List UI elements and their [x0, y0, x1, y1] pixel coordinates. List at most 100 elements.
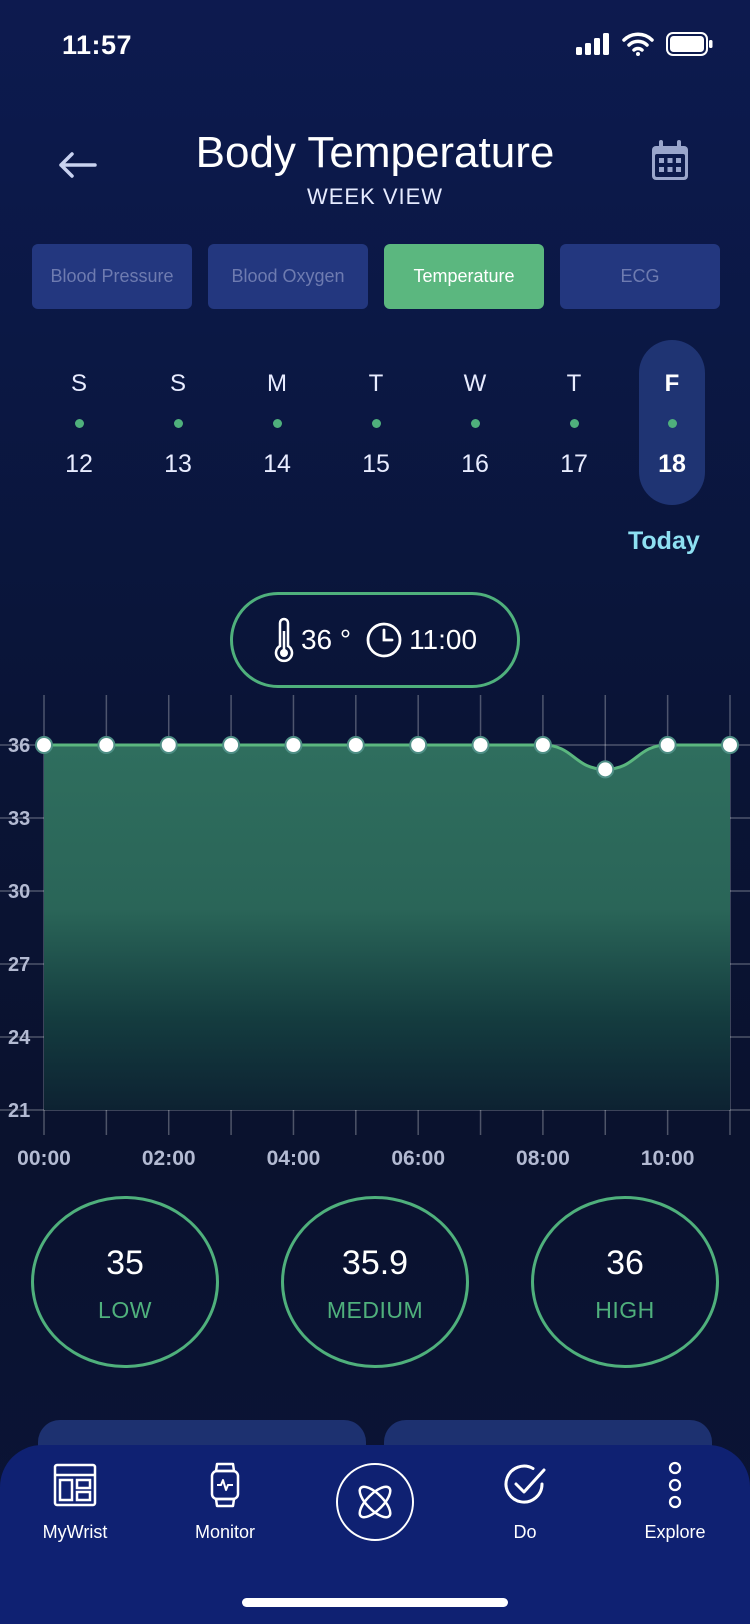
- data-point[interactable]: [533, 736, 552, 754]
- nav-do[interactable]: Do: [470, 1457, 580, 1543]
- data-point[interactable]: [471, 736, 490, 754]
- day-name: T: [566, 370, 582, 397]
- day-item[interactable]: M 14: [244, 340, 310, 505]
- stat-label: MEDIUM: [326, 1297, 424, 1323]
- nav-label: MyWrist: [42, 1522, 108, 1542]
- day-item[interactable]: T 15: [343, 340, 409, 505]
- day-item[interactable]: S 13: [145, 340, 211, 505]
- nav-label: Do: [513, 1522, 537, 1542]
- more-vertical-icon: [668, 1461, 682, 1508]
- x-tick-label: 06:00: [391, 1147, 445, 1165]
- nav-label: Explore: [644, 1522, 706, 1542]
- day-item[interactable]: S 12: [46, 340, 112, 505]
- tab-blood-oxygen[interactable]: Blood Oxygen: [208, 244, 368, 309]
- check-circle-icon: [504, 1464, 546, 1504]
- tab-ecg[interactable]: ECG: [560, 244, 720, 309]
- dashboard-icon: [53, 1463, 97, 1506]
- day-date: 16: [461, 450, 489, 478]
- day-item[interactable]: T 17: [541, 340, 607, 505]
- day-dot: [668, 419, 677, 428]
- current-reading: 36 ° 11:00: [230, 592, 520, 688]
- stat-low: 35 LOW: [31, 1196, 219, 1368]
- tab-temperature[interactable]: Temperature: [384, 244, 544, 309]
- logo-icon: [358, 1485, 392, 1519]
- day-name: S: [169, 370, 186, 397]
- stat-value: 35.9: [341, 1244, 409, 1282]
- nav-mywrist[interactable]: MyWrist: [20, 1457, 130, 1543]
- battery-icon: [666, 32, 713, 56]
- day-item-selected[interactable]: F 18: [639, 340, 705, 505]
- status-time: 11:57: [62, 30, 133, 60]
- reading-temperature: 36 °: [300, 624, 352, 655]
- data-point[interactable]: [222, 736, 241, 754]
- x-tick-label: 08:00: [516, 1147, 570, 1165]
- stat-high: 36 HIGH: [531, 1196, 719, 1368]
- y-tick-label: 21: [8, 1100, 30, 1122]
- week-selector: S 12 S 13 M 14 T 15 W 16 T 17 F 18: [30, 340, 720, 505]
- day-name: M: [267, 370, 287, 397]
- page-title: Body Temperature: [195, 128, 555, 177]
- stat-value: 36: [606, 1244, 644, 1282]
- day-dot: [471, 419, 480, 428]
- metric-tabs: Blood Pressure Blood Oxygen Temperature …: [32, 244, 720, 309]
- back-button[interactable]: [52, 140, 102, 190]
- stat-value: 35: [106, 1244, 144, 1282]
- y-tick-label: 36: [8, 735, 30, 757]
- day-dot: [372, 419, 381, 428]
- day-dot: [273, 419, 282, 428]
- data-point[interactable]: [35, 736, 53, 754]
- calendar-button[interactable]: [650, 140, 694, 184]
- day-name: S: [70, 370, 87, 397]
- data-point[interactable]: [159, 736, 178, 754]
- x-tick-label: 02:00: [142, 1147, 196, 1165]
- x-tick-label: 00:00: [17, 1147, 71, 1165]
- day-item[interactable]: W 16: [442, 340, 508, 505]
- day-date: 17: [560, 450, 588, 478]
- today-label: Today: [628, 527, 700, 555]
- nav-monitor[interactable]: Monitor: [170, 1457, 280, 1543]
- y-tick-label: 27: [8, 954, 30, 976]
- data-point[interactable]: [97, 736, 116, 754]
- watch-icon: [210, 1462, 240, 1507]
- day-date: 13: [164, 450, 192, 478]
- home-indicator: [242, 1598, 508, 1607]
- nav-home-button[interactable]: [336, 1463, 414, 1541]
- day-name: F: [664, 370, 680, 397]
- status-icons: [576, 32, 714, 56]
- day-name: W: [463, 370, 487, 397]
- day-date: 12: [65, 450, 93, 478]
- data-point[interactable]: [346, 736, 365, 754]
- nav-explore[interactable]: Explore: [620, 1457, 730, 1543]
- day-dot: [174, 419, 183, 428]
- temperature-chart: 36 33 30 27 24 21 00:00 02:00 04:00 06:00 08:00 10:…: [0, 695, 750, 1165]
- data-point[interactable]: [721, 736, 739, 754]
- clock-icon: [366, 622, 402, 658]
- day-date: 18: [658, 450, 686, 478]
- nav-label: Monitor: [194, 1522, 256, 1542]
- day-date: 14: [263, 450, 291, 478]
- stat-label: HIGH: [595, 1297, 655, 1323]
- day-dot: [570, 419, 579, 428]
- reading-time: 11:00: [409, 624, 478, 655]
- day-date: 15: [362, 450, 390, 478]
- chart-area: [44, 745, 730, 1110]
- data-point[interactable]: [409, 736, 428, 754]
- x-tick-label: 04:00: [267, 1147, 321, 1165]
- day-dot: [75, 419, 84, 428]
- data-point[interactable]: [658, 736, 677, 754]
- data-point[interactable]: [596, 760, 615, 779]
- tab-blood-pressure[interactable]: Blood Pressure: [32, 244, 192, 309]
- data-point[interactable]: [284, 736, 303, 754]
- thermometer-icon: [274, 617, 294, 663]
- wifi-icon: [622, 32, 654, 56]
- stat-label: LOW: [98, 1297, 152, 1323]
- calendar-icon: [652, 140, 688, 180]
- stat-medium: 35.9 MEDIUM: [281, 1196, 469, 1368]
- bottom-nav: MyWrist Monitor Do: [0, 1445, 750, 1624]
- page-subtitle: WEEK VIEW: [306, 184, 444, 209]
- signal-icon: [576, 33, 609, 55]
- y-tick-label: 30: [8, 881, 30, 903]
- y-tick-label: 33: [8, 808, 30, 830]
- arrow-left-icon: [59, 152, 97, 178]
- y-tick-label: 24: [8, 1027, 31, 1049]
